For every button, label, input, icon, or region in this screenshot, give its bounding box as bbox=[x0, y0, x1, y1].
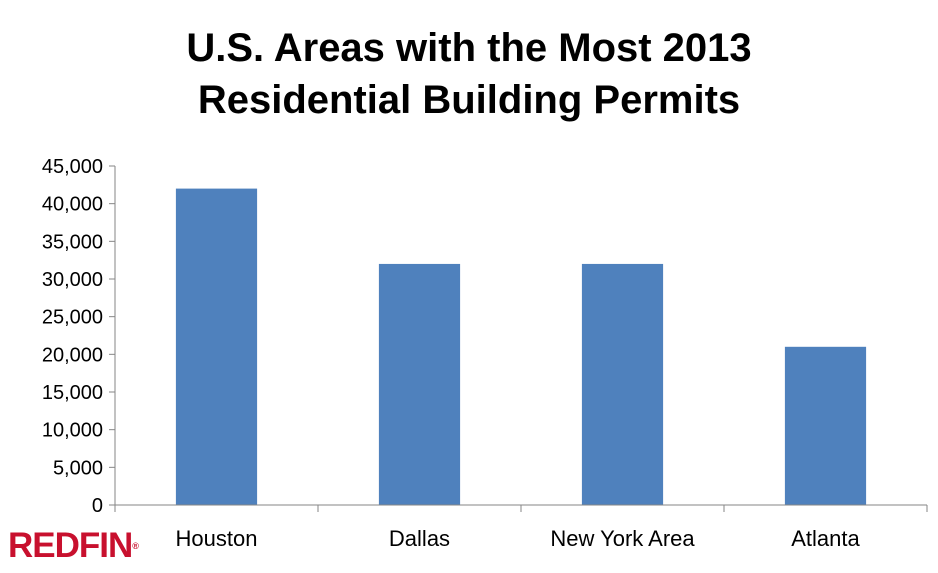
x-tick-labels: Houston Dallas New York Area Atlanta bbox=[176, 526, 861, 551]
bar-houston bbox=[175, 188, 258, 505]
x-tick-label: Atlanta bbox=[791, 526, 860, 551]
bar-dallas bbox=[378, 263, 461, 505]
y-tick-labels: 0 5,000 10,000 15,000 20,000 25,000 30,000 35,0… bbox=[42, 156, 103, 517]
y-tick-label: 5,000 bbox=[53, 457, 103, 479]
y-tick-label: 15,000 bbox=[42, 382, 103, 404]
y-tick-label: 0 bbox=[92, 495, 103, 517]
registered-mark: ® bbox=[132, 541, 139, 551]
y-tick-label: 10,000 bbox=[42, 420, 103, 442]
y-tick-label: 20,000 bbox=[42, 344, 103, 366]
redfin-logo-text: REDFIN bbox=[8, 526, 133, 565]
x-tick-label: New York Area bbox=[550, 526, 695, 551]
bar-new-york-area bbox=[581, 263, 664, 505]
y-tick-label: 40,000 bbox=[42, 194, 103, 216]
bars-layer bbox=[175, 188, 867, 505]
chart-title: U.S. Areas with the Most 2013 Residentia… bbox=[0, 22, 938, 126]
y-tick-label: 35,000 bbox=[42, 231, 103, 253]
y-tick-label: 30,000 bbox=[42, 269, 103, 291]
chart-title-line-2: Residential Building Permits bbox=[197, 78, 741, 122]
x-tick-label: Dallas bbox=[389, 526, 450, 551]
x-tick-label: Houston bbox=[176, 526, 258, 551]
y-tick-label: 25,000 bbox=[42, 307, 103, 329]
chart-title-line-1: U.S. Areas with the Most 2013 bbox=[186, 26, 752, 70]
redfin-logo: REDFIN® bbox=[8, 526, 139, 566]
axes-layer bbox=[109, 165, 928, 512]
bar-atlanta bbox=[784, 346, 867, 505]
y-tick-label: 45,000 bbox=[42, 156, 103, 178]
